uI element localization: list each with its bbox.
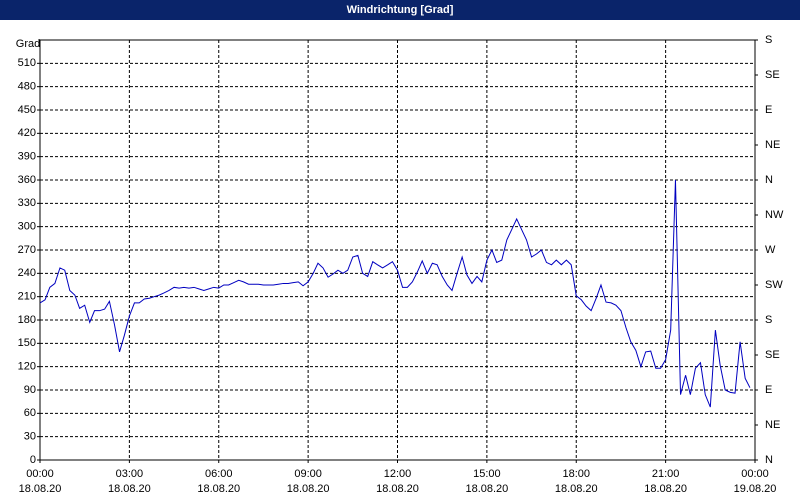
y-tick-label: 300 (18, 221, 36, 233)
x-tick-label: 06:00 (205, 468, 233, 480)
y-tick-label: 510 (18, 57, 36, 69)
chart-title: Windrichtung [Grad] (347, 4, 454, 16)
y-tick-label: 210 (18, 291, 36, 303)
x-tick-date: 18.08.20 (287, 483, 330, 495)
y-tick-label: 60 (24, 407, 36, 419)
x-tick-label: 00:00 (26, 468, 54, 480)
y-axis-label: Grad (16, 38, 40, 50)
x-tick-date: 18.08.20 (376, 483, 419, 495)
y2-tick-label: NE (765, 419, 780, 431)
y2-tick-label: N (765, 454, 773, 466)
x-tick-label: 15:00 (473, 468, 501, 480)
y-tick-label: 420 (18, 127, 36, 139)
y-tick-label: 180 (18, 314, 36, 326)
y-tick-label: 450 (18, 104, 36, 116)
y2-tick-label: NE (765, 139, 780, 151)
x-tick-date: 18.08.20 (108, 483, 151, 495)
y2-tick-label: N (765, 174, 773, 186)
y-tick-label: 390 (18, 151, 36, 163)
y2-tick-label: SE (765, 69, 780, 81)
y2-tick-label: SE (765, 349, 780, 361)
x-tick-label: 21:00 (652, 468, 680, 480)
y-tick-label: 240 (18, 267, 36, 279)
x-tick-date: 18.08.20 (197, 483, 240, 495)
x-tick-label: 12:00 (384, 468, 412, 480)
y2-tick-label: W (765, 244, 776, 256)
y-tick-label: 480 (18, 81, 36, 93)
x-tick-label: 00:00 (741, 468, 769, 480)
x-tick-date: 18.08.20 (465, 483, 508, 495)
x-tick-date: 18.08.20 (19, 483, 62, 495)
x-tick-date: 19.08.20 (734, 483, 777, 495)
x-tick-label: 03:00 (116, 468, 144, 480)
y2-tick-label: E (765, 384, 772, 396)
x-tick-date: 18.08.20 (644, 483, 687, 495)
y-tick-label: 360 (18, 174, 36, 186)
y-tick-label: 150 (18, 337, 36, 349)
y-tick-label: 90 (24, 384, 36, 396)
y-tick-label: 330 (18, 197, 36, 209)
y-tick-label: 0 (30, 454, 36, 466)
x-tick-date: 18.08.20 (555, 483, 598, 495)
y2-tick-label: SW (765, 279, 783, 291)
y2-tick-label: NW (765, 209, 784, 221)
data-line (39, 179, 751, 408)
y-tick-label: 30 (24, 431, 36, 443)
title-bar (0, 0, 800, 20)
y-tick-label: 120 (18, 361, 36, 373)
x-tick-label: 18:00 (562, 468, 590, 480)
y2-tick-label: E (765, 104, 772, 116)
y-tick-label: 270 (18, 244, 36, 256)
x-tick-label: 09:00 (294, 468, 322, 480)
y2-tick-label: S (765, 314, 772, 326)
y2-tick-label: S (765, 34, 772, 46)
